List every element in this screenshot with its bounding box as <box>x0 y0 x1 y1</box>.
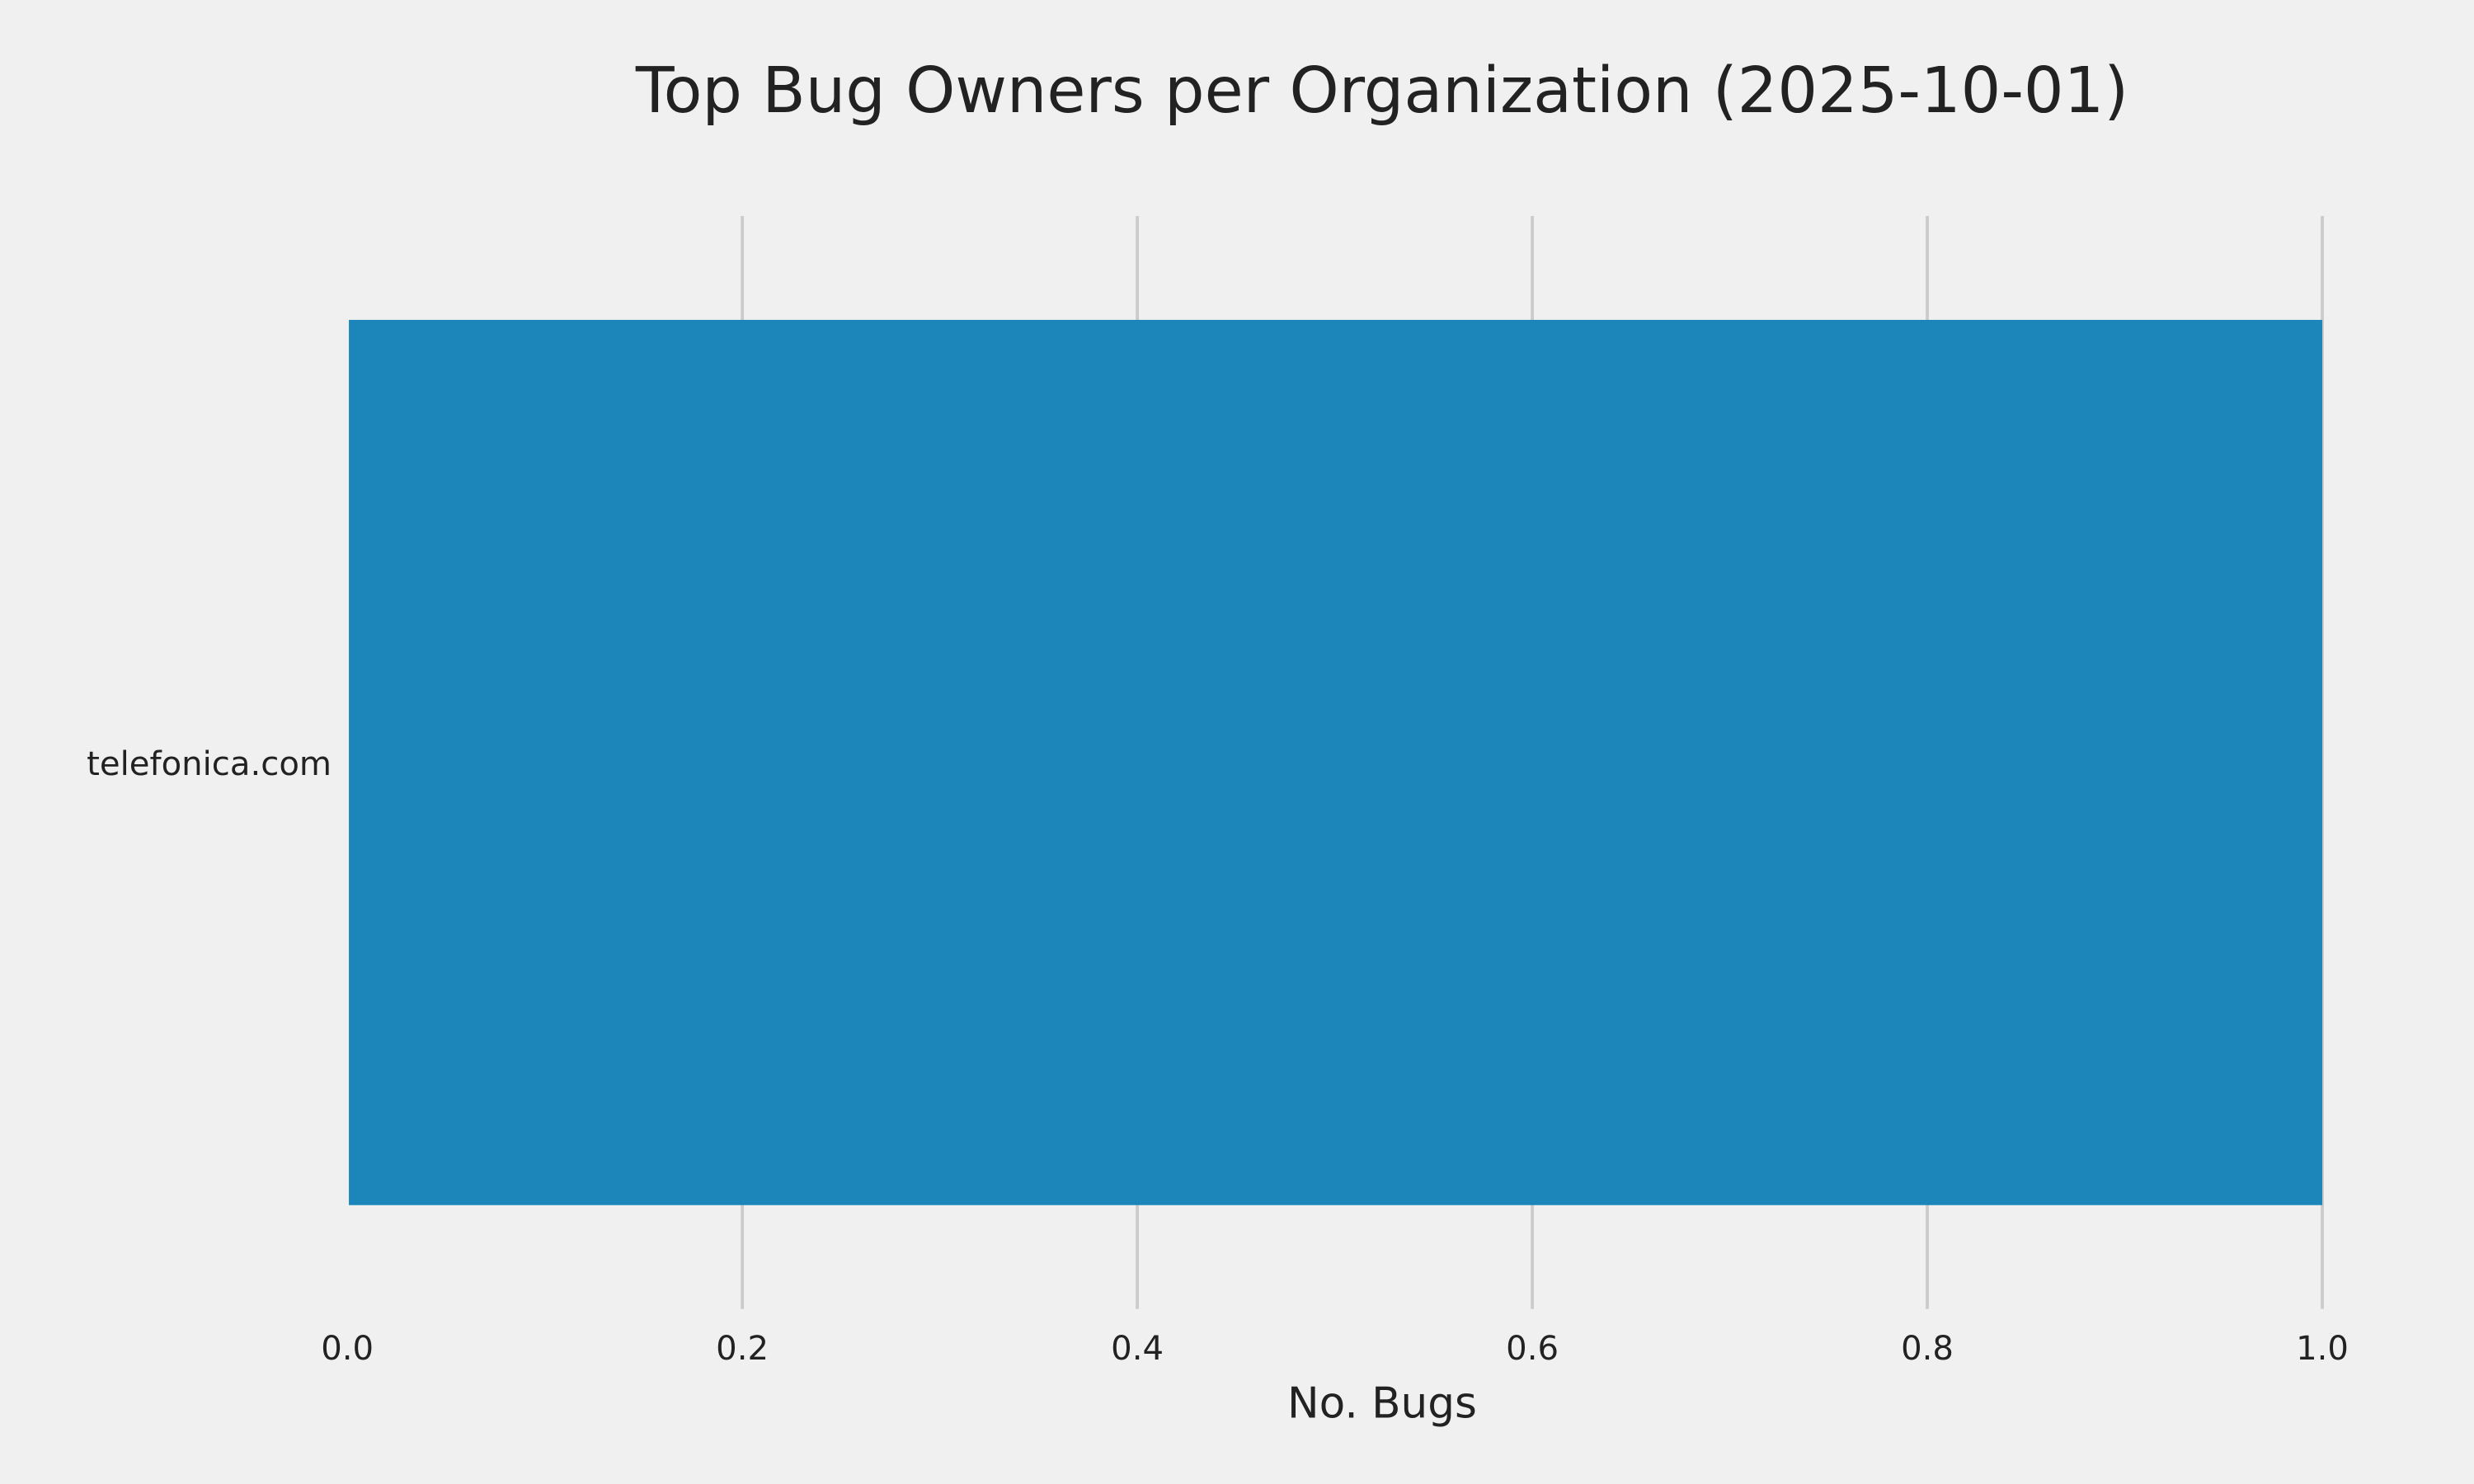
y-category-labels: telefonica.com <box>87 745 332 783</box>
x-tick-label: 1.0 <box>2296 1330 2349 1368</box>
x-tick-label: 0.8 <box>1901 1330 1954 1368</box>
y-category-label: telefonica.com <box>87 745 332 783</box>
x-tick-label: 0.6 <box>1506 1330 1559 1368</box>
x-axis-label: No. Bugs <box>1287 1379 1477 1429</box>
bar <box>349 319 2323 1205</box>
chart-title: Top Bug Owners per Organization (2025-10… <box>635 54 2128 128</box>
x-tick-label: 0.4 <box>1111 1330 1164 1368</box>
x-tick-label: 0.2 <box>716 1330 769 1368</box>
bars <box>349 319 2323 1205</box>
x-tick-label: 0.0 <box>321 1330 374 1368</box>
x-tick-labels: 0.0 0.2 0.4 0.6 0.8 1.0 <box>321 1330 2349 1368</box>
